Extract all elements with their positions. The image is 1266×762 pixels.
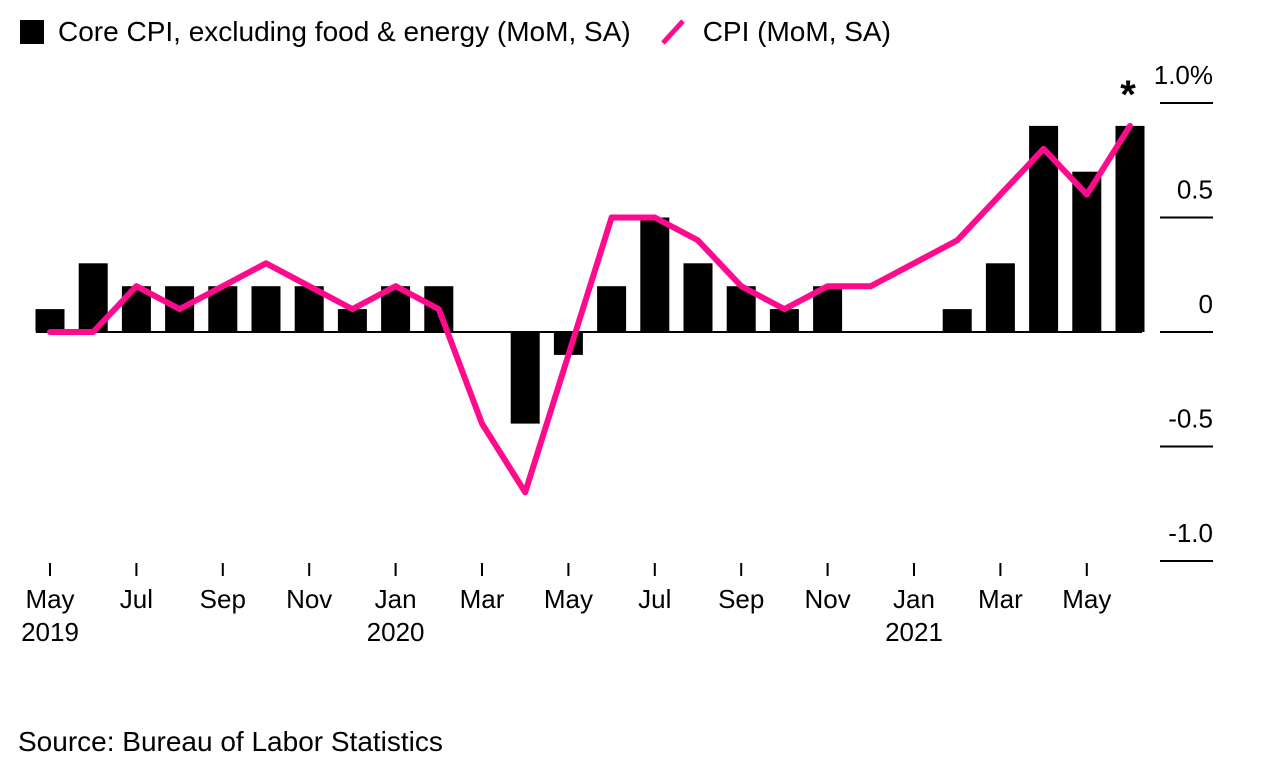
x-tick-label: Jan xyxy=(375,584,417,614)
core-cpi-bar xyxy=(597,286,627,332)
x-tick-label: May xyxy=(1062,584,1111,614)
core-cpi-bar xyxy=(769,309,799,332)
core-cpi-bar xyxy=(337,309,367,332)
core-cpi-bar xyxy=(985,263,1015,332)
legend-label-cpi: CPI (MoM, SA) xyxy=(702,16,891,47)
core-cpi-bar xyxy=(1072,171,1102,332)
x-tick-year: 2019 xyxy=(21,617,79,647)
y-tick-label: -1.0 xyxy=(1168,518,1213,548)
y-tick-label: 0 xyxy=(1199,289,1213,319)
core-cpi-bar xyxy=(942,309,972,332)
x-tick-label: Jul xyxy=(120,584,153,614)
x-tick-label: Mar xyxy=(978,584,1023,614)
legend-swatch-line xyxy=(660,19,685,45)
source-note: Source: Bureau of Labor Statistics xyxy=(18,726,443,757)
core-cpi-bar xyxy=(640,217,670,332)
legend-item-core-cpi: Core CPI, excluding food & energy (MoM, … xyxy=(20,16,631,48)
x-tick-label: Sep xyxy=(200,584,246,614)
core-cpi-bar xyxy=(510,332,540,424)
x-tick-label: Jan xyxy=(893,584,935,614)
legend-item-cpi: CPI (MoM, SA) xyxy=(657,16,891,48)
x-tick-label: May xyxy=(544,584,593,614)
x-tick-label: Jul xyxy=(638,584,671,614)
x-tick-label: Nov xyxy=(804,584,850,614)
legend-swatch-bar xyxy=(20,20,44,44)
chart-legend: Core CPI, excluding food & energy (MoM, … xyxy=(20,12,917,52)
annotation-asterisk: * xyxy=(1120,73,1136,117)
x-tick-label: Mar xyxy=(460,584,505,614)
x-tick-year: 2021 xyxy=(885,617,943,647)
core-cpi-bar xyxy=(1115,125,1145,333)
y-tick-label: -0.5 xyxy=(1168,404,1213,434)
legend-label-core-cpi: Core CPI, excluding food & energy (MoM, … xyxy=(58,16,631,47)
core-cpi-bar xyxy=(35,309,65,332)
x-tick-label: Nov xyxy=(286,584,332,614)
y-tick-label: 0.5 xyxy=(1177,175,1213,205)
core-cpi-bar xyxy=(683,263,713,332)
core-cpi-bar xyxy=(251,286,281,332)
x-tick-label: Sep xyxy=(718,584,764,614)
y-tick-label: 1.0% xyxy=(1154,60,1213,90)
x-tick-year: 2020 xyxy=(367,617,425,647)
x-tick-label: May xyxy=(25,584,74,614)
cpi-line xyxy=(47,122,1133,496)
